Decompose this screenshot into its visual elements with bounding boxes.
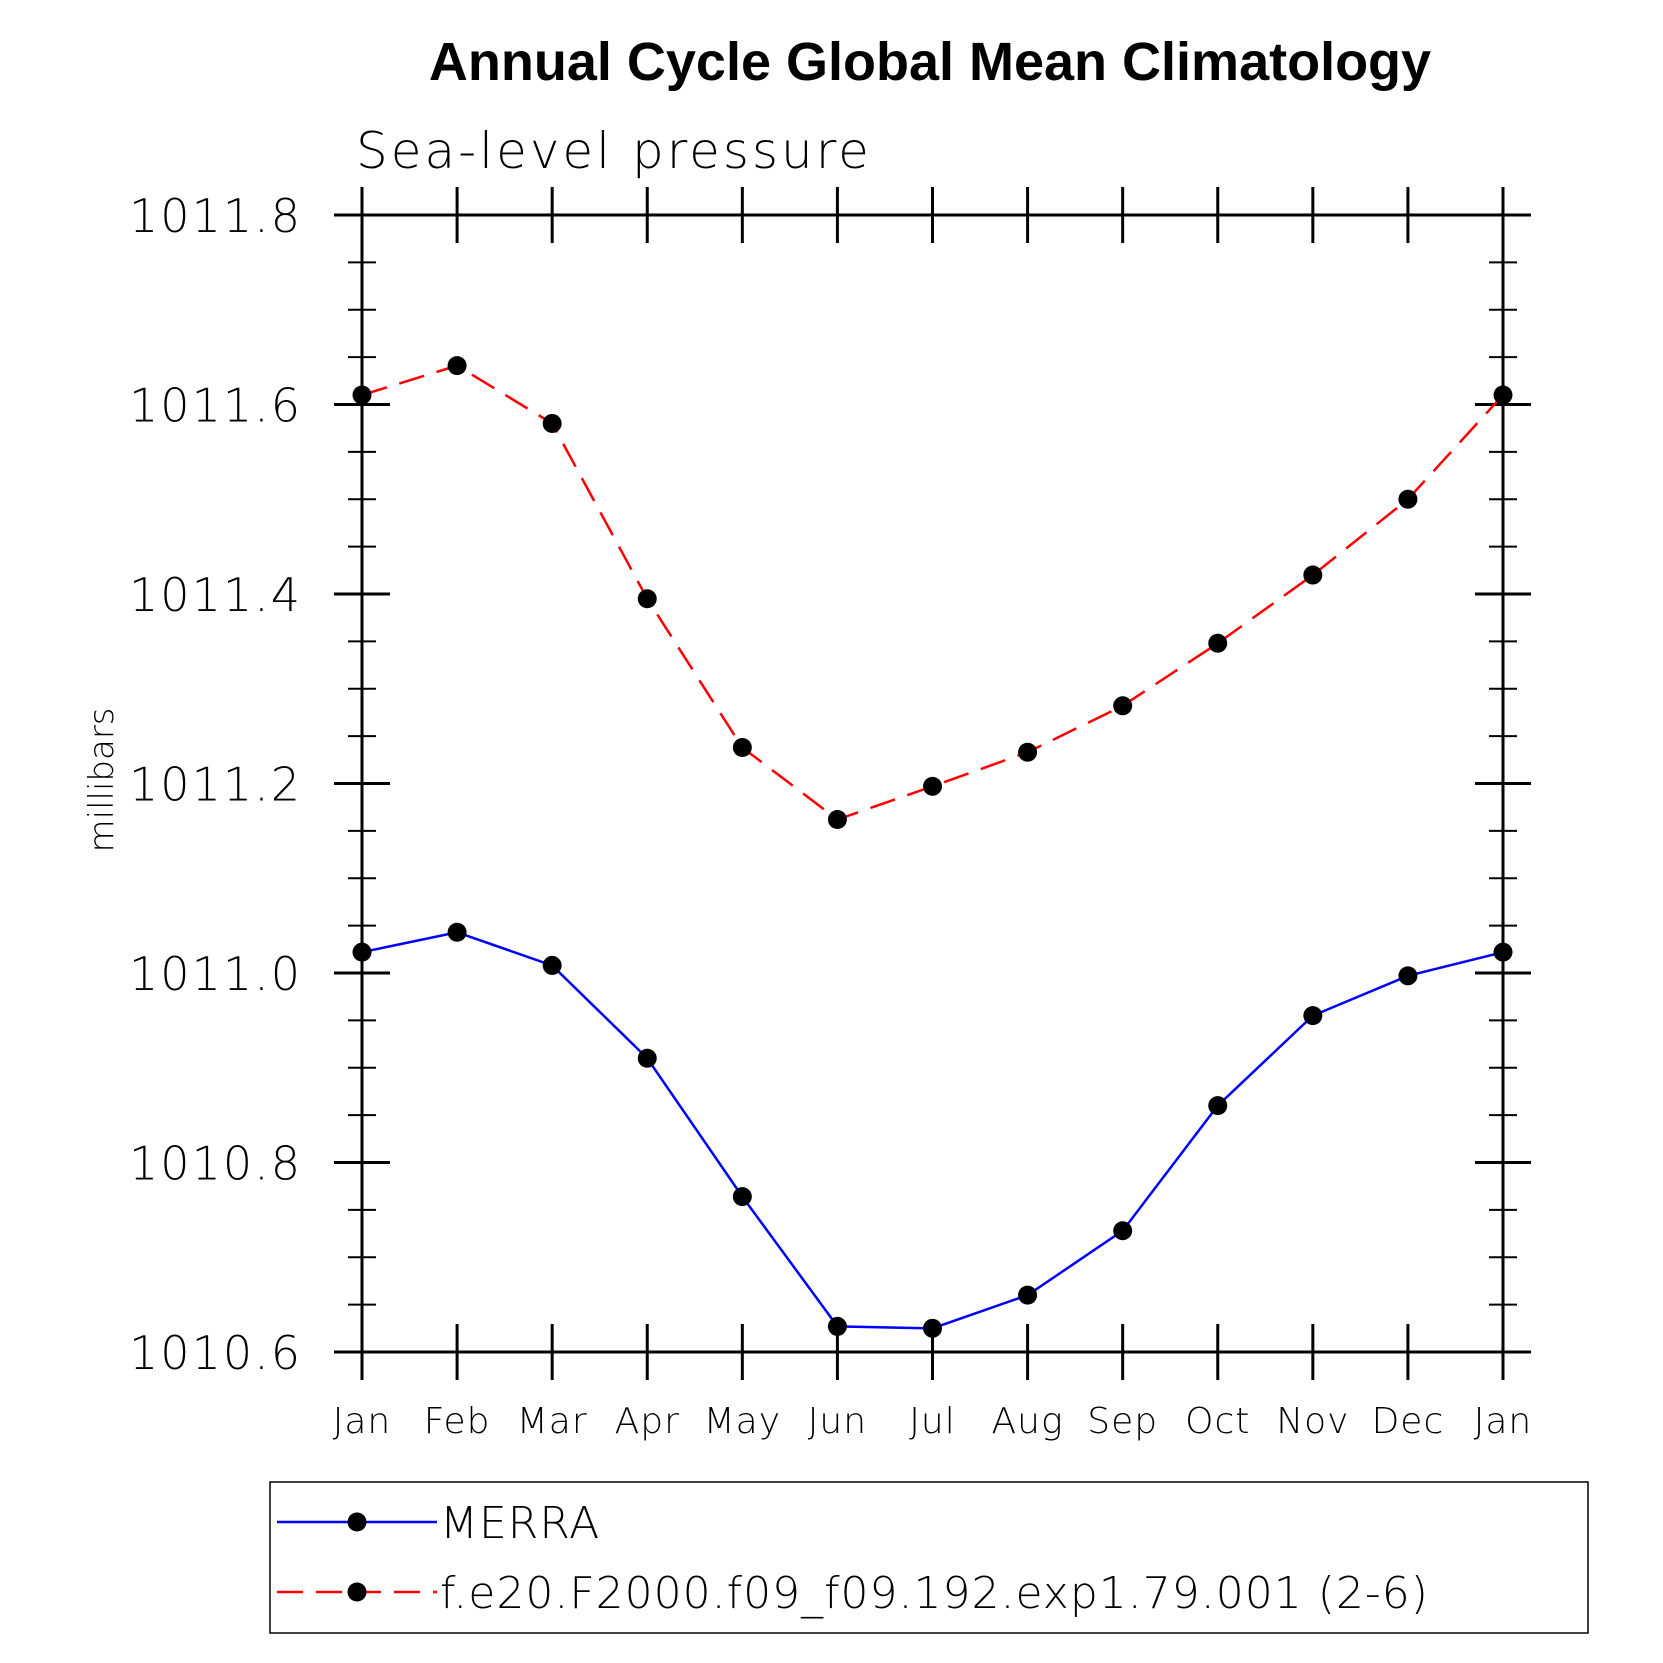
x-tick-label: Apr (615, 1401, 680, 1442)
data-point (732, 737, 752, 757)
data-point (352, 942, 372, 962)
data-point (827, 810, 847, 830)
y-tick-label: 1011.8 (129, 189, 302, 243)
chart-title: Annual Cycle Global Mean Climatology (429, 32, 1431, 92)
x-tick-label: Jun (808, 1401, 867, 1442)
x-tick-label: Jan (1474, 1401, 1533, 1442)
data-point (542, 413, 562, 433)
y-tick-label: 1011.4 (129, 568, 302, 622)
x-tick-label: Jul (909, 1401, 955, 1442)
data-point (1303, 565, 1323, 585)
x-tick-label: Oct (1185, 1401, 1250, 1442)
data-point (827, 1316, 847, 1336)
y-tick-label: 1011.2 (129, 758, 302, 812)
legend-box (269, 1481, 1589, 1634)
series-line-2 (361, 364, 1504, 821)
data-point (1303, 1006, 1323, 1026)
x-tick-label: Dec (1372, 1401, 1445, 1442)
data-point (1113, 1221, 1133, 1241)
y-tick-label: 1010.6 (129, 1326, 302, 1380)
data-point (542, 955, 562, 975)
x-tick-label: Nov (1276, 1401, 1349, 1442)
data-point (447, 356, 467, 376)
data-point (637, 589, 657, 609)
series-layer (352, 356, 1513, 1338)
legend-label-2: f.e20.F2000.f09_f09.192.exp1.79.001 (2-6… (440, 1568, 1429, 1619)
data-point (1018, 742, 1038, 762)
x-tick-label: Mar (517, 1401, 588, 1442)
data-point (352, 385, 372, 405)
data-point (1398, 966, 1418, 986)
y-axis-label: millibars (82, 707, 122, 852)
data-point (1208, 633, 1228, 653)
data-point (1018, 1285, 1038, 1305)
x-tick-label: Aug (992, 1401, 1064, 1442)
data-point (1208, 1096, 1228, 1116)
x-tick-label: May (704, 1401, 781, 1442)
data-point (732, 1187, 752, 1207)
data-point (1493, 942, 1513, 962)
data-point (637, 1048, 657, 1068)
data-point (1398, 489, 1418, 509)
y-tick-labels: 1010.6 1010.8 1011.0 1011.2 1011.4 1011.6 1011… (129, 189, 302, 1380)
x-tick-label: Feb (424, 1401, 491, 1442)
legend-marker-2 (347, 1582, 367, 1602)
data-point (1493, 385, 1513, 405)
chart-subtitle: Sea-level pressure (356, 122, 872, 180)
series-line-1 (361, 930, 1504, 1330)
y-tick-label: 1011.0 (129, 947, 302, 1001)
y-tick-label: 1011.6 (129, 379, 302, 433)
legend: MERRA f.e20.F2000.f09_f09.192.exp1.79.001… (277, 1498, 1429, 1619)
x-tick-label: Jan (333, 1401, 392, 1442)
x-tick-label: Sep (1087, 1401, 1158, 1442)
x-tick-labels: Jan Feb Mar Apr May Jun Jul Aug Sep Oct Nov Dec Jan (333, 1401, 1533, 1442)
y-tick-label: 1010.8 (129, 1137, 302, 1191)
data-point (447, 922, 467, 942)
data-point (923, 1318, 942, 1338)
legend-marker-1 (347, 1512, 367, 1532)
data-point (1113, 696, 1133, 716)
legend-label-1: MERRA (440, 1498, 600, 1549)
data-point (923, 776, 942, 796)
axis-ticks (334, 187, 1531, 1380)
